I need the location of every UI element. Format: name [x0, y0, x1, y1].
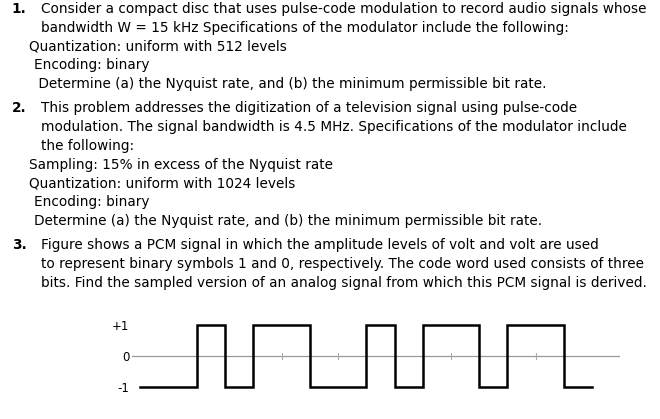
- Text: Determine (a) the Nyquist rate, and (b) the minimum permissible bit rate.: Determine (a) the Nyquist rate, and (b) …: [34, 214, 542, 228]
- Text: 3.: 3.: [12, 238, 26, 252]
- Text: 1.: 1.: [12, 2, 26, 16]
- Text: Encoding: binary: Encoding: binary: [34, 58, 149, 72]
- Text: modulation. The signal bandwidth is 4.5 MHz. Specifications of the modulator inc: modulation. The signal bandwidth is 4.5 …: [41, 120, 627, 134]
- Text: This problem addresses the digitization of a television signal using pulse-code: This problem addresses the digitization …: [41, 101, 577, 115]
- Text: Figure shows a PCM signal in which the amplitude levels of volt and volt are use: Figure shows a PCM signal in which the a…: [41, 238, 599, 252]
- Text: Sampling: 15% in excess of the Nyquist rate: Sampling: 15% in excess of the Nyquist r…: [29, 158, 333, 172]
- Text: Determine (a) the Nyquist rate, and (b) the minimum permissible bit rate.: Determine (a) the Nyquist rate, and (b) …: [34, 77, 546, 91]
- Text: 2.: 2.: [12, 101, 26, 115]
- Text: Quantization: uniform with 512 levels: Quantization: uniform with 512 levels: [29, 39, 287, 54]
- Text: the following:: the following:: [41, 139, 134, 153]
- Text: bits. Find the sampled version of an analog signal from which this PCM signal is: bits. Find the sampled version of an ana…: [41, 276, 647, 290]
- Text: Quantization: uniform with 1024 levels: Quantization: uniform with 1024 levels: [29, 176, 296, 190]
- Text: bandwidth W = 15 kHz Specifications of the modulator include the following:: bandwidth W = 15 kHz Specifications of t…: [41, 21, 569, 35]
- Text: Consider a compact disc that uses pulse-code modulation to record audio signals : Consider a compact disc that uses pulse-…: [41, 2, 646, 16]
- Text: to represent binary symbols 1 and 0, respectively. The code word used consists o: to represent binary symbols 1 and 0, res…: [41, 257, 644, 271]
- Text: Encoding: binary: Encoding: binary: [34, 195, 149, 209]
